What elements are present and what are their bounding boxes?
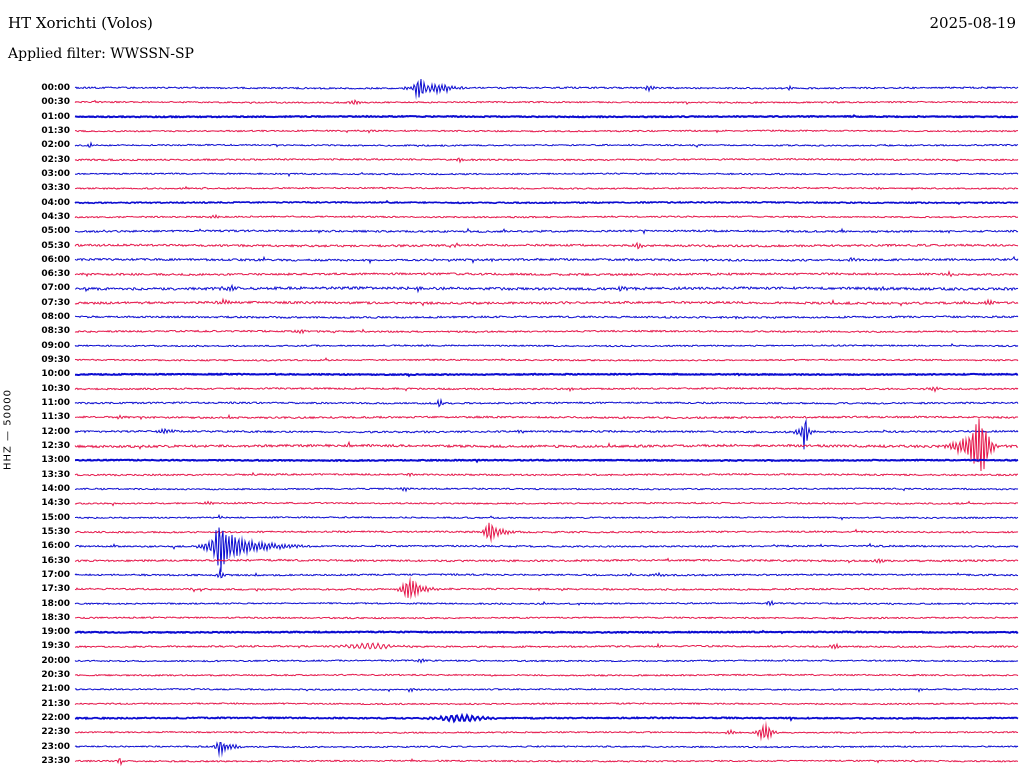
time-label: 14:00 bbox=[41, 483, 70, 494]
time-label: 20:30 bbox=[41, 670, 70, 681]
time-label: 06:00 bbox=[41, 254, 70, 265]
time-label: 17:30 bbox=[41, 584, 70, 595]
time-label: 11:00 bbox=[41, 398, 70, 409]
time-label: 03:00 bbox=[41, 168, 70, 179]
time-label: 14:30 bbox=[41, 498, 70, 509]
time-label: 09:00 bbox=[41, 340, 70, 351]
time-label: 05:30 bbox=[41, 240, 70, 251]
time-label: 16:30 bbox=[41, 555, 70, 566]
time-label: 07:30 bbox=[41, 297, 70, 308]
time-label: 23:30 bbox=[41, 756, 70, 767]
time-label: 07:00 bbox=[41, 283, 70, 294]
time-labels-column: 00:00 00:30 01:00 01:30 02:00 02:30 03:00 03:30… bbox=[0, 0, 70, 780]
time-label: 18:30 bbox=[41, 612, 70, 623]
time-label: 08:30 bbox=[41, 326, 70, 337]
time-label: 04:30 bbox=[41, 211, 70, 222]
time-label: 13:00 bbox=[41, 455, 70, 466]
time-label: 00:30 bbox=[41, 97, 70, 108]
time-label: 13:30 bbox=[41, 469, 70, 480]
time-label: 20:00 bbox=[41, 655, 70, 666]
time-label: 09:30 bbox=[41, 355, 70, 366]
time-label: 21:00 bbox=[41, 684, 70, 695]
time-label: 15:30 bbox=[41, 526, 70, 537]
time-label: 16:00 bbox=[41, 541, 70, 552]
time-label: 01:30 bbox=[41, 125, 70, 136]
time-label: 15:00 bbox=[41, 512, 70, 523]
time-label: 12:00 bbox=[41, 426, 70, 437]
time-label: 03:30 bbox=[41, 183, 70, 194]
time-label: 17:00 bbox=[41, 569, 70, 580]
time-label: 04:00 bbox=[41, 197, 70, 208]
time-label: 01:00 bbox=[41, 111, 70, 122]
time-label: 08:00 bbox=[41, 312, 70, 323]
time-label: 23:00 bbox=[41, 741, 70, 752]
time-label: 06:30 bbox=[41, 269, 70, 280]
time-label: 11:30 bbox=[41, 412, 70, 423]
time-label: 12:30 bbox=[41, 441, 70, 451]
time-label: 10:00 bbox=[41, 369, 70, 380]
time-label: 21:30 bbox=[41, 698, 70, 709]
time-label: 02:00 bbox=[41, 140, 70, 151]
time-label: 22:00 bbox=[41, 713, 70, 724]
time-label: 19:30 bbox=[41, 641, 70, 652]
time-label: 10:30 bbox=[41, 383, 70, 394]
time-label: 00:00 bbox=[41, 83, 70, 93]
time-label: 22:30 bbox=[41, 727, 70, 738]
time-label: 19:00 bbox=[41, 627, 70, 638]
time-label: 18:00 bbox=[41, 598, 70, 609]
time-label: 05:00 bbox=[41, 226, 70, 237]
time-label: 02:30 bbox=[41, 154, 70, 165]
